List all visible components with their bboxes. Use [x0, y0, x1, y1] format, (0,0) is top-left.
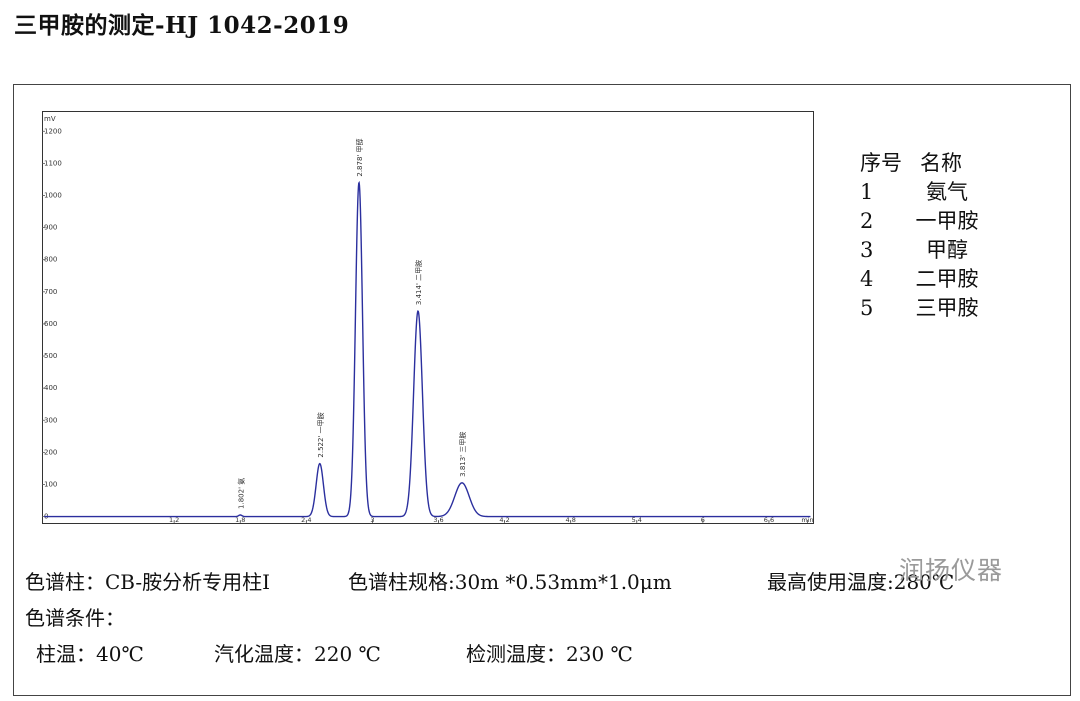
x-tick-label: min: [801, 516, 813, 524]
legend-item-no: 5: [860, 296, 874, 320]
y-tick-label: 1100: [44, 159, 62, 167]
peak-label: 2.878' 甲醇: [355, 138, 364, 176]
legend-item-no: 1: [860, 180, 874, 204]
x-tick-label: 1.2: [169, 516, 179, 524]
y-tick-label: 900: [44, 224, 57, 232]
x-tick-label: 3.6: [433, 516, 443, 524]
legend-item-no: 2: [860, 209, 874, 233]
column-temperature: 柱温：40℃: [36, 642, 144, 666]
conditions-label: 色谱条件：: [25, 606, 125, 630]
legend-item-no: 4: [860, 267, 874, 291]
y-tick-label: 1200: [44, 127, 62, 135]
y-tick-label: 200: [44, 448, 57, 456]
x-tick-label: 4.8: [566, 516, 576, 524]
column-spec: 色谱柱规格:30m *0.53mm*1.0μm: [348, 570, 672, 594]
legend-item-name: 氨气: [926, 180, 968, 204]
x-tick-label: 4.2: [499, 516, 509, 524]
x-tick-label: 5.4: [632, 516, 642, 524]
x-tick-label: 2.4: [301, 516, 311, 524]
y-tick-label: 300: [44, 416, 57, 424]
y-tick-label: 700: [44, 288, 57, 296]
figure-frame: mV 0 100 200 300 400 500 600 700 800 900 1000 1100 12…: [13, 84, 1071, 696]
peak-label: 2.522' 一甲胺: [316, 412, 325, 457]
y-tick-label: 100: [44, 480, 57, 488]
y-tick-label: 1000: [44, 191, 62, 199]
watermark: 润扬仪器: [899, 556, 1004, 585]
vaporization-temperature: 汽化温度：220 ℃: [214, 642, 381, 666]
peak-label: 3.813' 三甲胺: [458, 432, 467, 477]
chromatogram-trace: [44, 180, 811, 518]
chromatogram-chart: mV 0 100 200 300 400 500 600 700 800 900 1000 1100 12…: [42, 111, 814, 526]
y-axis-unit: mV: [44, 115, 56, 123]
y-tick-label: 800: [44, 256, 57, 264]
x-tick-label: 1.8: [235, 516, 245, 524]
legend-item-name: 一甲胺: [915, 209, 979, 233]
y-tick-label: 600: [44, 320, 57, 328]
y-tick-label: 500: [44, 352, 57, 360]
legend-item-no: 3: [860, 238, 874, 262]
x-tick-label: 6.6: [764, 516, 774, 524]
legend-item-name: 甲醇: [926, 238, 968, 262]
x-tick-label: 6: [701, 516, 705, 524]
peak-label: 1.802' 氨: [236, 478, 245, 509]
detector-temperature: 检测温度：230 ℃: [466, 642, 633, 666]
legend-item-name: 二甲胺: [915, 267, 979, 291]
plot-area: [42, 111, 814, 524]
column-info: 色谱柱：CB-胺分析专用柱I: [25, 570, 271, 594]
page-title: 三甲胺的测定-HJ 1042-2019: [14, 12, 350, 39]
legend-header-no: 序号: [860, 151, 902, 175]
legend-header-name: 名称: [920, 151, 962, 175]
peak-label: 3.414' 二甲胺: [414, 260, 423, 305]
y-tick-label: 400: [44, 384, 57, 392]
x-tick-label: 3: [370, 516, 374, 524]
legend-item-name: 三甲胺: [915, 296, 979, 320]
chromatogram-svg: mV01002003004005006007008009001000110012…: [42, 111, 814, 524]
max-temperature: 最高使用温度:280℃: [767, 570, 955, 594]
